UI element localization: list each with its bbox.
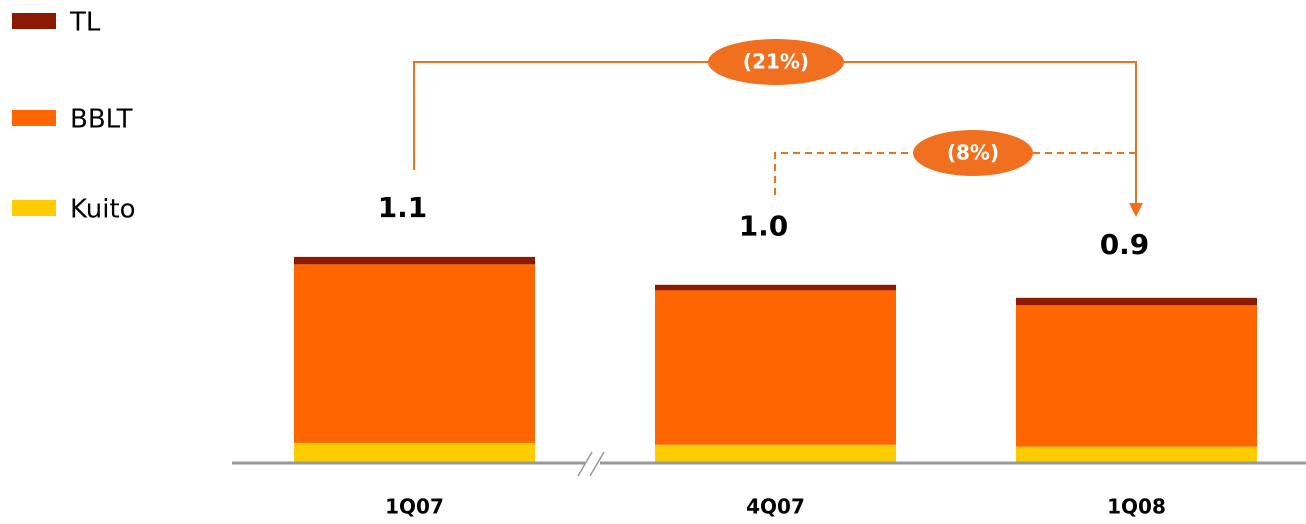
annotation: (8%) — [947, 141, 999, 165]
bar-segment — [1016, 305, 1257, 447]
total-label: 0.9 — [1100, 228, 1150, 261]
annotation-bubble — [708, 39, 844, 85]
bar-segment — [294, 442, 535, 462]
arrows: (21%) (8%) — [413, 39, 1143, 217]
x-tick-label: 4Q07 — [746, 495, 805, 519]
legend-label: TL — [69, 8, 101, 38]
axis-break — [577, 451, 593, 477]
x-tick-label: 1Q07 — [385, 495, 444, 519]
baseline — [232, 451, 1306, 477]
total-label: 1.1 — [378, 191, 428, 224]
bar-segment — [294, 264, 535, 443]
annotation: (21%) — [743, 50, 809, 74]
bar-segment — [1016, 297, 1257, 306]
legend-swatch — [12, 110, 56, 126]
total-label: 1.0 — [739, 210, 789, 243]
legend-swatch — [12, 13, 56, 29]
legend-label: BBLT — [70, 105, 133, 135]
legend-swatch — [12, 200, 56, 216]
bar-segment — [655, 444, 896, 462]
annotation-bubble — [913, 130, 1033, 176]
bar-segment — [1016, 446, 1257, 462]
axis-break — [589, 451, 605, 477]
legend-label: Kuito — [70, 195, 136, 225]
bar-segment — [655, 284, 896, 291]
x-tick-label: 1Q08 — [1107, 495, 1166, 519]
bar-segment — [294, 256, 535, 265]
arrow-head — [1129, 203, 1143, 217]
bar-segment — [655, 290, 896, 445]
